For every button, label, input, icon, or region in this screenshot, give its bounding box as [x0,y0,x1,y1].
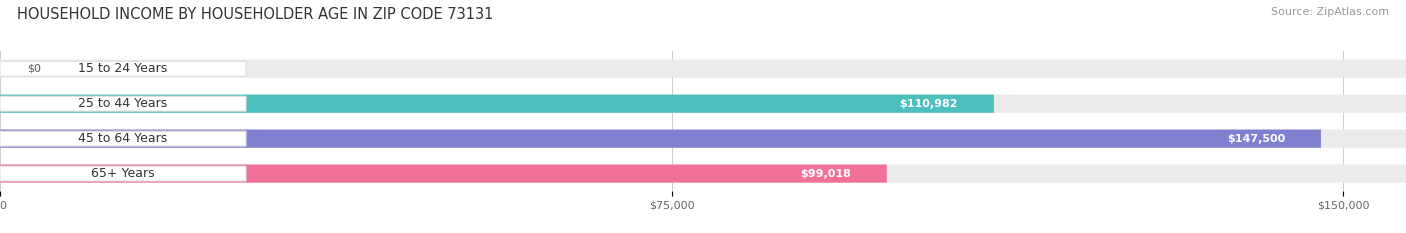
FancyBboxPatch shape [0,164,887,183]
Text: $110,982: $110,982 [900,99,957,109]
Text: $0: $0 [27,64,41,74]
FancyBboxPatch shape [0,96,246,111]
FancyBboxPatch shape [0,130,1406,148]
FancyBboxPatch shape [0,131,246,146]
FancyBboxPatch shape [0,95,994,113]
FancyBboxPatch shape [0,166,246,181]
Text: $147,500: $147,500 [1227,134,1285,144]
FancyBboxPatch shape [0,164,1406,183]
Text: $99,018: $99,018 [800,169,851,178]
FancyBboxPatch shape [0,130,1320,148]
Text: 15 to 24 Years: 15 to 24 Years [79,62,167,75]
Text: Source: ZipAtlas.com: Source: ZipAtlas.com [1271,7,1389,17]
Text: 65+ Years: 65+ Years [91,167,155,180]
FancyBboxPatch shape [0,60,1406,78]
Text: HOUSEHOLD INCOME BY HOUSEHOLDER AGE IN ZIP CODE 73131: HOUSEHOLD INCOME BY HOUSEHOLDER AGE IN Z… [17,7,494,22]
Text: 45 to 64 Years: 45 to 64 Years [79,132,167,145]
FancyBboxPatch shape [0,61,246,76]
Text: 25 to 44 Years: 25 to 44 Years [79,97,167,110]
FancyBboxPatch shape [0,95,1406,113]
